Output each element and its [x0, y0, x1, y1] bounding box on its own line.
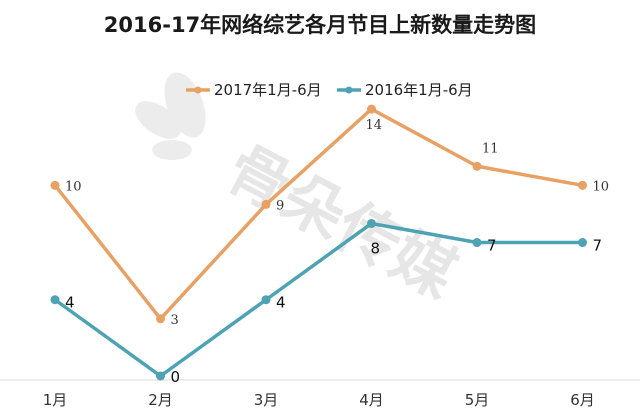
x-axis-ticks: 1月 2月 3月 4月 5月 6月 [43, 391, 595, 409]
data-label: 7 [487, 237, 497, 255]
legend: 2017年1月-6月 2016年1月-6月 [186, 81, 473, 99]
data-point [472, 161, 482, 171]
x-tick-label: 6月 [570, 391, 595, 409]
data-label: 10 [593, 179, 610, 194]
data-point [50, 180, 60, 190]
data-point [261, 199, 271, 209]
data-label: 14 [366, 118, 383, 133]
x-tick-label: 1月 [43, 391, 68, 409]
data-label: 0 [171, 368, 181, 386]
series-2: 4 0 4 8 7 7 [50, 218, 603, 386]
data-point [367, 104, 376, 114]
data-point [156, 371, 165, 381]
x-tick-label: 3月 [254, 391, 279, 409]
series-layer: 10 3 9 14 11 10 4 0 4 8 7 7 [50, 104, 610, 386]
series-line [53, 221, 585, 378]
data-label: 10 [65, 179, 82, 194]
data-point [261, 295, 271, 305]
data-point [578, 180, 587, 190]
data-label: 7 [593, 237, 603, 255]
legend-swatch-marker [345, 86, 353, 94]
x-tick-label: 2月 [148, 391, 173, 409]
data-point [472, 238, 482, 248]
x-tick-label: 4月 [359, 391, 384, 409]
legend-swatch-marker [194, 86, 202, 94]
data-point [156, 314, 165, 324]
watermark-text: 骨朵传媒 [215, 131, 469, 312]
series-1: 10 3 9 14 11 10 [50, 104, 610, 328]
legend-label: 2017年1月-6月 [214, 81, 322, 99]
data-label: 3 [171, 313, 179, 328]
data-point [367, 218, 376, 228]
data-label: 11 [482, 141, 499, 156]
data-label: 4 [65, 294, 75, 312]
data-point [50, 295, 60, 305]
data-label: 8 [371, 239, 381, 257]
data-label: 9 [276, 198, 284, 213]
watermark-logo-icon [135, 72, 206, 160]
data-point [578, 238, 587, 248]
x-tick-label: 5月 [465, 391, 490, 409]
chart-title: 2016-17年网络综艺各月节目上新数量走势图 [104, 13, 536, 37]
legend-label: 2016年1月-6月 [365, 81, 473, 99]
data-label: 4 [276, 294, 286, 312]
series-line [53, 107, 585, 321]
